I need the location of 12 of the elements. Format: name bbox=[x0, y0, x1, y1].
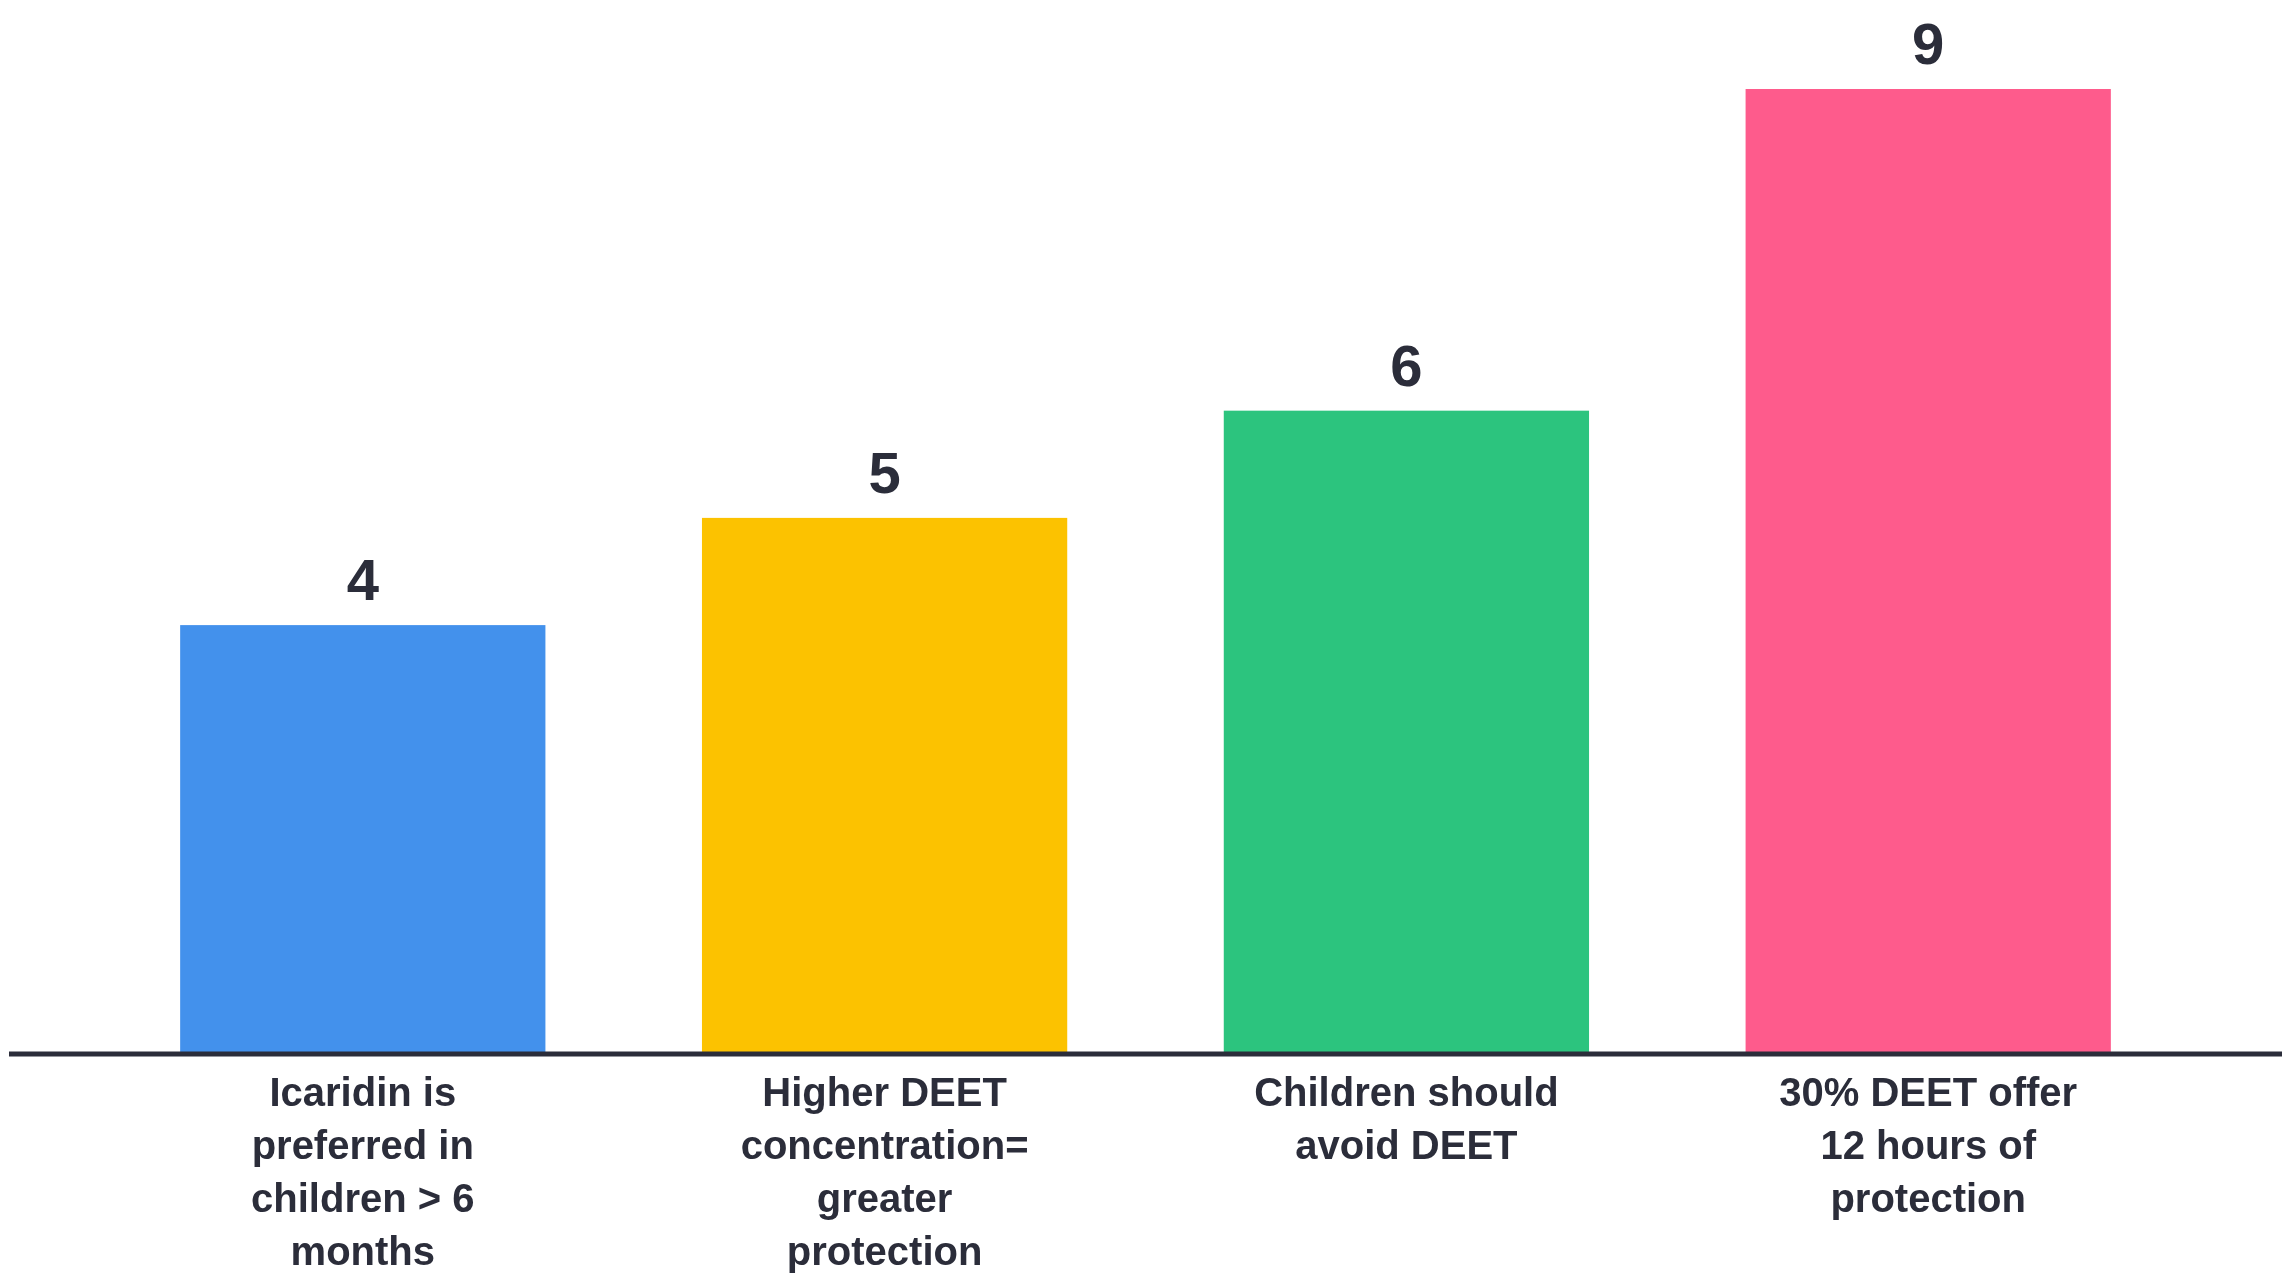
data-label: 9 bbox=[1912, 11, 1945, 76]
x-tick-label: 30% DEET offer 12 hours of protection bbox=[1779, 1070, 2078, 1220]
data-label: 5 bbox=[868, 439, 901, 505]
bar bbox=[701, 517, 1068, 1054]
x-tick-label: Icaridin is preferred in children > 6 months bbox=[251, 1070, 475, 1273]
x-tick-label: Higher DEET concentration= greater protection bbox=[740, 1070, 1029, 1273]
bar bbox=[1745, 89, 2111, 1054]
bar bbox=[1223, 410, 1590, 1054]
data-label: 4 bbox=[346, 547, 379, 613]
x-tick-label: Children should avoid DEET bbox=[1254, 1070, 1559, 1167]
data-label: 6 bbox=[1390, 332, 1423, 398]
bar bbox=[180, 625, 546, 1054]
